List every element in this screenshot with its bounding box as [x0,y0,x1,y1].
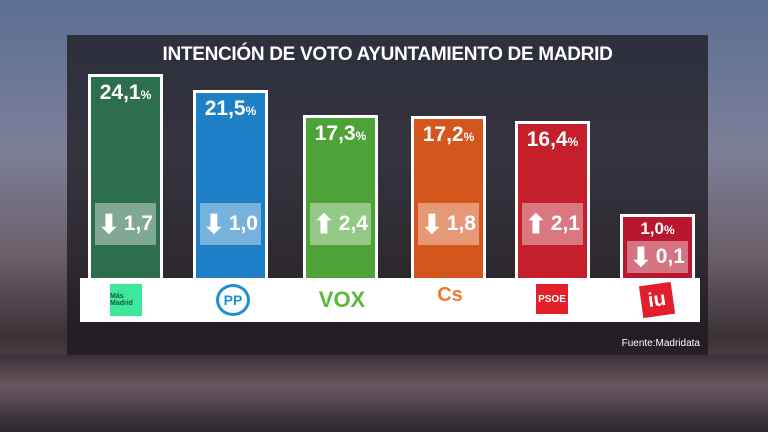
logo-text: iu [646,287,668,312]
logo-text: Más Madrid [110,293,133,307]
change-value: 1,0 [228,211,258,235]
change-box: ⬆ 2,4 [310,202,371,245]
logo-text: Cs [437,284,463,306]
change-value: 1,8 [446,211,476,235]
chart-title: INTENCIÓN DE VOTO AYUNTAMIENTO DE MADRID [162,44,613,65]
logo-strip: Más Madrid PP VOX Cs PSOE iu [80,278,700,322]
value-text: 17,2 [422,122,464,146]
logo-cs: Cs [432,284,468,316]
logo-text: VOX [318,287,366,312]
bar: 1,0% ⬇ 0,1 [620,213,695,278]
logo-pp: PP [216,284,250,316]
value-label: 16,4% [518,128,587,152]
change-box: ⬇ 1,8 [418,202,479,245]
change-box: ⬇ 1,7 [95,202,156,245]
percent-sign: % [245,103,257,118]
value-text: 24,1 [99,80,141,104]
source-note: Fuente:Madridata [621,338,700,349]
bar: 17,3% ⬆ 2,4 [303,115,378,278]
bar: 24,1% ⬇ 1,7 [88,73,163,278]
value-label: 1,0% [623,219,692,239]
value-label: 17,3% [306,122,375,146]
logo-psoe: PSOE [536,284,568,314]
arrow-up-icon: ⬆ [525,208,547,239]
bar: 21,5% ⬇ 1,0 [193,89,268,278]
percent-sign: % [463,129,475,144]
value-text: 21,5 [204,96,246,120]
logo-mas-madrid: Más Madrid [110,284,142,316]
percent-sign: % [663,222,675,237]
change-box: ⬇ 0,1 [627,240,688,273]
bar: 17,2% ⬇ 1,8 [411,115,486,278]
value-label: 21,5% [196,97,265,121]
arrow-down-icon: ⬇ [421,208,443,239]
value-text: 17,3 [314,122,356,146]
value-text: 1,0 [640,218,664,238]
logo-iu: iu [638,281,676,319]
arrow-down-icon: ⬇ [203,208,225,239]
value-label: 24,1% [91,81,160,105]
logo-text: PP [223,292,243,308]
bar: 16,4% ⬆ 2,1 [515,120,590,278]
change-value: 1,7 [123,211,153,235]
change-box: ⬆ 2,1 [522,202,583,245]
change-box: ⬇ 1,0 [200,202,261,245]
percent-sign: % [355,129,367,144]
arrow-down-icon: ⬇ [630,241,652,272]
value-text: 16,4 [526,127,568,151]
logo-vox: VOX [312,284,372,316]
percent-sign: % [567,134,579,149]
logo-text: PSOE [538,293,566,305]
change-value: 2,4 [338,211,368,235]
arrow-up-icon: ⬆ [313,208,335,239]
change-value: 2,1 [550,211,580,235]
change-value: 0,1 [655,244,685,268]
value-label: 17,2% [414,123,483,147]
background-street [0,355,768,432]
arrow-down-icon: ⬇ [98,208,120,239]
percent-sign: % [140,87,152,102]
